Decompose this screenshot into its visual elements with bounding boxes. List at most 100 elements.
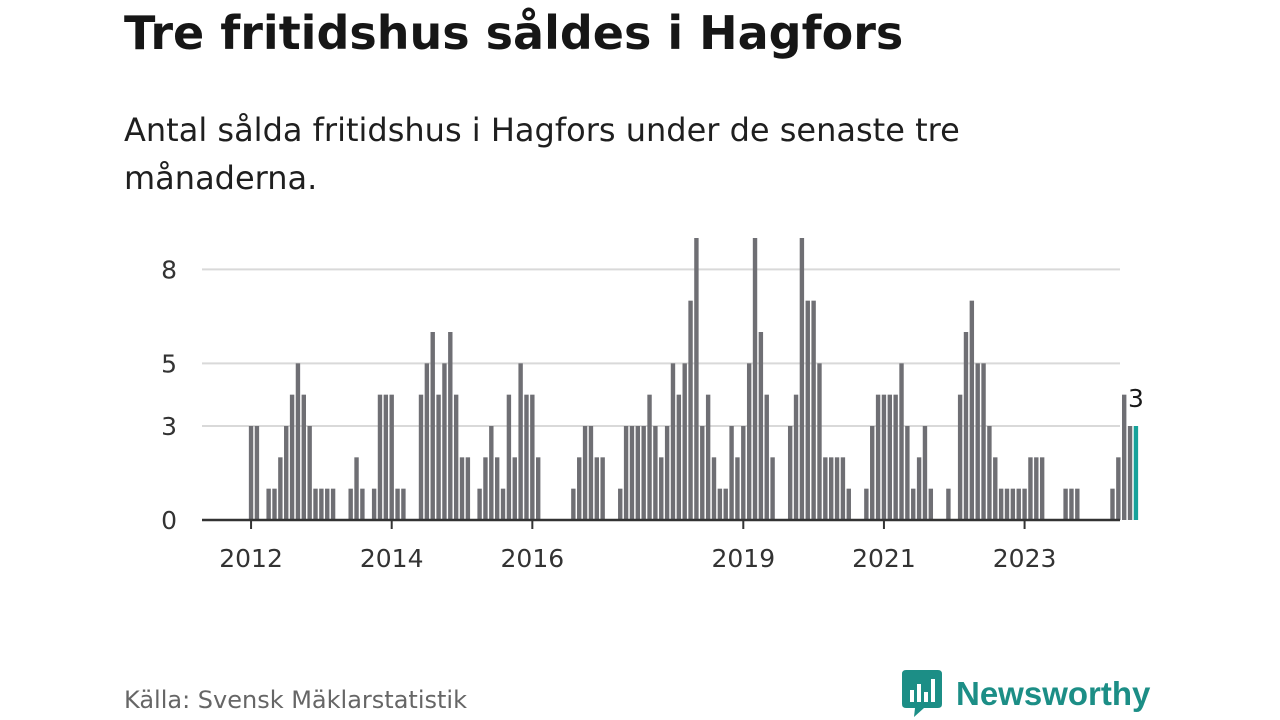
- chart-title: Tre fritidshus såldes i Hagfors: [124, 6, 904, 60]
- y-tick-label: 5: [161, 349, 177, 378]
- bar: [793, 394, 799, 520]
- y-tick-label: 0: [161, 506, 177, 535]
- bar: [524, 394, 529, 520]
- bar: [723, 488, 728, 520]
- bar: [600, 457, 605, 520]
- bar: [594, 457, 599, 520]
- bar: [313, 488, 318, 520]
- bar-highlighted: [1133, 426, 1139, 520]
- bar: [764, 394, 769, 520]
- bar: [922, 426, 928, 520]
- axes: [202, 518, 1120, 529]
- bar: [870, 426, 875, 520]
- bar: [330, 488, 336, 520]
- bar: [981, 363, 986, 520]
- bar: [623, 426, 629, 520]
- bar: [325, 488, 330, 520]
- bar: [500, 488, 506, 520]
- bar: [770, 457, 775, 520]
- chart-subtitle: Antal sålda fritidshus i Hagfors under d…: [124, 111, 960, 197]
- bar: [864, 488, 869, 520]
- bar-chart: 0 3 5 8 3 2012 2014 2016 2019 2021 2023: [161, 238, 1144, 573]
- x-tick-label: 2019: [711, 544, 775, 573]
- bar: [284, 426, 289, 520]
- source-note: Källa: Svensk Mäklarstatistik: [124, 686, 467, 714]
- bar: [571, 488, 576, 520]
- bar: [799, 238, 805, 520]
- bar: [1110, 488, 1115, 520]
- bar: [998, 488, 1004, 520]
- bar: [817, 363, 822, 520]
- bar: [729, 426, 734, 520]
- bar: [717, 488, 723, 520]
- bar: [899, 363, 904, 520]
- bar: [360, 488, 365, 520]
- bar: [536, 457, 541, 520]
- bar: [278, 457, 283, 520]
- x-tick-label: 2023: [993, 544, 1057, 573]
- brand-name: Newsworthy: [956, 675, 1151, 712]
- bar: [424, 363, 430, 520]
- bar: [442, 363, 447, 520]
- bar: [354, 457, 359, 520]
- bar: [289, 394, 295, 520]
- bar: [1075, 488, 1080, 520]
- bar: [1127, 426, 1133, 520]
- bar: [887, 394, 892, 520]
- x-tick-label: 2014: [360, 544, 424, 573]
- newsworthy-logo-icon: [902, 670, 942, 717]
- bar: [1069, 488, 1074, 520]
- bar: [688, 300, 693, 520]
- bar: [1063, 488, 1068, 520]
- bar: [846, 488, 851, 520]
- bar: [928, 488, 934, 520]
- bar: [453, 394, 459, 520]
- bar: [494, 457, 500, 520]
- bar: [383, 394, 389, 520]
- bar: [1039, 457, 1045, 520]
- bar: [829, 457, 834, 520]
- bar: [969, 300, 975, 520]
- bar: [477, 488, 482, 520]
- bar: [957, 394, 963, 520]
- y-tick-label: 8: [161, 255, 177, 284]
- bar: [530, 394, 535, 520]
- bar: [805, 300, 810, 520]
- bar: [266, 488, 271, 520]
- bar: [436, 394, 441, 520]
- x-tick-label: 2021: [852, 544, 916, 573]
- bar: [746, 363, 752, 520]
- tick-labels: 0 3 5 8 3 2012 2014 2016 2019 2021 2023: [161, 255, 1144, 573]
- bar: [588, 426, 594, 520]
- bar: [682, 363, 687, 520]
- bar: [840, 457, 846, 520]
- bar: [506, 394, 512, 520]
- bar: [448, 332, 453, 520]
- bar: [389, 394, 394, 520]
- bars: [248, 238, 1139, 520]
- y-tick-label: 3: [161, 412, 177, 441]
- bar: [875, 394, 881, 520]
- bar: [752, 238, 758, 520]
- bar: [664, 426, 670, 520]
- brand-logo[interactable]: Newsworthy: [902, 670, 1150, 718]
- bar: [272, 488, 277, 520]
- bar: [459, 457, 465, 520]
- bar: [518, 363, 523, 520]
- bar: [371, 488, 377, 520]
- bar: [1022, 488, 1027, 520]
- bar: [295, 363, 301, 520]
- bar: [911, 488, 916, 520]
- bar: [641, 426, 646, 520]
- bar: [489, 426, 494, 520]
- bar: [905, 426, 910, 520]
- bar: [787, 426, 793, 520]
- bar: [301, 394, 306, 520]
- bar: [676, 394, 682, 520]
- bar: [946, 488, 951, 520]
- bar: [735, 457, 740, 520]
- bar: [700, 426, 705, 520]
- bar: [307, 426, 312, 520]
- bar: [647, 394, 652, 520]
- bar: [963, 332, 969, 520]
